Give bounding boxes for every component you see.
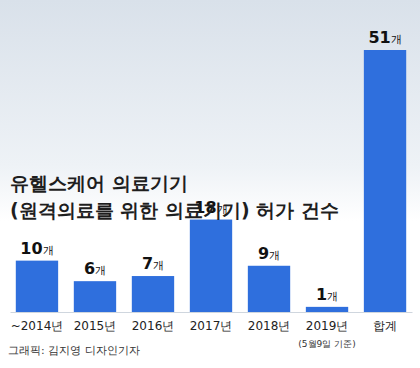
tick: 2019년: [306, 312, 349, 333]
data-label: 1개: [316, 285, 338, 304]
tick-label: 2019년: [306, 319, 349, 333]
bar: [16, 261, 58, 312]
tick-label: 2017년: [190, 319, 233, 333]
tick-label: 합계: [373, 319, 397, 333]
bar: [364, 50, 406, 312]
x-axis: ~2014년 2015년 2016년 2017년 2018년 2019년 합계: [11, 312, 413, 333]
x-axis-line: [11, 312, 413, 313]
data-label: 51개: [368, 28, 401, 47]
tick: 2018년: [248, 312, 291, 333]
tick-label: 2018년: [248, 319, 291, 333]
data-label: 7개: [142, 254, 164, 273]
data-labels: 10개6개7개18개9개1개51개: [20, 28, 401, 304]
tick: 2015년: [74, 312, 117, 333]
tick-label: 2015년: [74, 319, 117, 333]
tick: ~2014년: [11, 312, 64, 333]
chart-container: ~2014년 2015년 2016년 2017년 2018년 2019년 합계 10개 6개 7개…: [0, 0, 420, 368]
data-label: 9개: [258, 244, 280, 263]
bar: [190, 220, 232, 312]
bar: [132, 276, 174, 312]
annotation: (5월9일 기준): [298, 339, 355, 349]
chart: ~2014년 2015년 2016년 2017년 2018년 2019년 합계 10개 6개 7개…: [0, 0, 420, 368]
bar: [306, 307, 348, 312]
subtitle: (원격의료를 위한 의료기기) 허가 건수: [10, 199, 339, 221]
bar: [74, 281, 116, 312]
tick-label: 2016년: [132, 319, 175, 333]
tick: 합계: [373, 312, 397, 333]
tick-label: ~2014년: [11, 319, 64, 333]
data-label: 6개: [84, 259, 106, 278]
title: 유헬스케어 의료기기: [10, 172, 188, 194]
bar: [248, 266, 290, 312]
tick: 2017년: [190, 312, 233, 333]
tick: 2016년: [132, 312, 175, 333]
annotation: 그래픽: 김지영 디자인기자: [8, 344, 140, 357]
background: [0, 0, 420, 368]
data-label: 10개: [20, 239, 53, 258]
